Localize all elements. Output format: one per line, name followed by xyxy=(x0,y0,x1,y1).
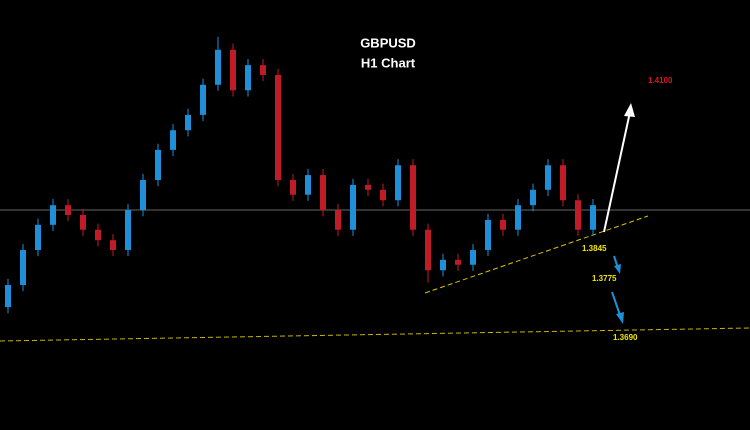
candle-body xyxy=(305,175,311,195)
candle-body xyxy=(485,219,491,251)
candle-body xyxy=(335,210,341,230)
candle-body xyxy=(20,250,26,286)
candle-body xyxy=(35,224,41,251)
candle-body xyxy=(515,205,521,230)
candle-body xyxy=(50,205,56,225)
candle-body xyxy=(260,65,266,75)
candle-body xyxy=(470,250,476,265)
candle-body xyxy=(170,130,176,150)
candle-body xyxy=(590,205,596,230)
candle-body xyxy=(455,259,461,265)
candle-body xyxy=(125,210,131,251)
candle-body xyxy=(245,65,251,91)
annotation: 1.3690 xyxy=(613,333,638,342)
candle-body xyxy=(275,74,281,180)
candle-body xyxy=(365,184,371,190)
candle-body xyxy=(545,165,551,190)
candle-body xyxy=(395,165,401,201)
candle-body xyxy=(320,175,326,211)
candle-body xyxy=(380,189,386,201)
candle-body xyxy=(140,179,146,211)
candle-body xyxy=(65,205,71,215)
annotation: 1.3775 xyxy=(592,274,617,283)
candle-body xyxy=(410,165,416,230)
candle-body xyxy=(5,285,11,308)
chart-title: GBPUSD xyxy=(360,35,416,50)
candle-body xyxy=(230,49,236,91)
candle-body xyxy=(575,200,581,230)
candles xyxy=(5,36,596,314)
candle-body xyxy=(560,165,566,201)
candle-body xyxy=(530,189,536,206)
trend-line xyxy=(424,215,649,294)
candle-body xyxy=(425,229,431,271)
candle-body xyxy=(290,179,296,195)
candle-body xyxy=(440,259,446,271)
candle-body xyxy=(80,215,86,230)
arrow-head xyxy=(624,103,635,117)
candle-body xyxy=(110,240,116,251)
candle-body xyxy=(500,219,506,230)
arrow-head xyxy=(614,264,621,274)
candle-body xyxy=(350,184,356,230)
arrow-head xyxy=(616,312,624,324)
candle-body xyxy=(200,84,206,115)
up-arrow xyxy=(603,111,631,233)
chart-subtitle: H1 Chart xyxy=(361,55,416,70)
candle-body xyxy=(155,149,161,180)
annotation: 1.3845 xyxy=(582,244,607,253)
candle-body xyxy=(95,229,101,241)
candle-body xyxy=(215,49,221,85)
candle-body xyxy=(185,114,191,131)
support-line xyxy=(0,327,750,342)
annotation: 1.4100 xyxy=(648,76,673,85)
